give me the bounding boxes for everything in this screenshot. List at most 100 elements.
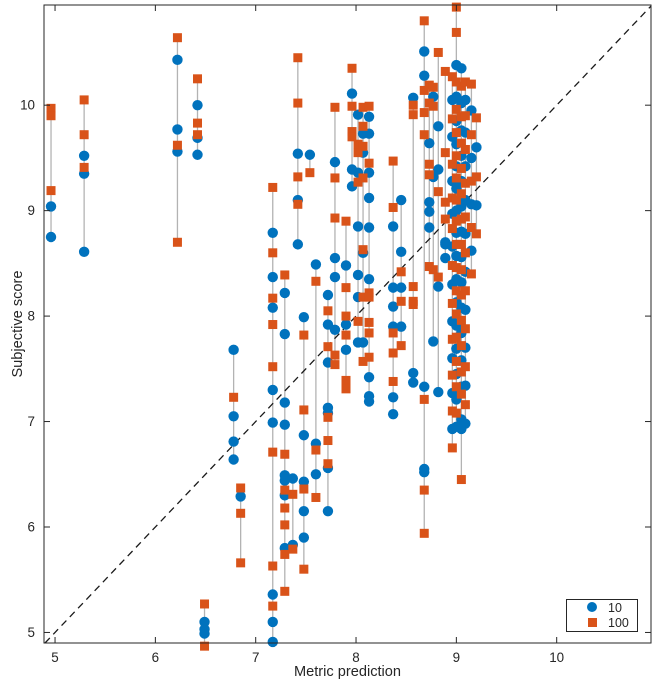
data-point-circle: [45, 231, 57, 243]
data-point-square: [433, 187, 443, 197]
data-point-square: [460, 400, 470, 410]
data-point-circle: [395, 246, 407, 257]
data-point-circle: [395, 194, 407, 206]
data-point-square: [460, 324, 470, 334]
data-point-square: [471, 229, 481, 239]
data-point-circle: [340, 319, 352, 330]
data-point-square: [358, 102, 368, 112]
x-axis-label: Metric prediction: [293, 664, 402, 680]
data-point-circle: [387, 392, 399, 403]
data-point-circle: [329, 324, 341, 335]
data-point-circle: [424, 222, 435, 233]
data-point-circle: [298, 505, 310, 517]
data-point-square: [311, 492, 321, 502]
data-point-circle: [433, 386, 444, 398]
data-point-square: [460, 362, 470, 372]
data-point-square: [299, 405, 309, 415]
data-point-circle: [267, 302, 278, 313]
data-point-square: [456, 138, 466, 148]
data-point-circle: [172, 54, 183, 66]
data-point-circle: [419, 466, 430, 478]
data-point-square: [471, 113, 481, 123]
data-point-circle: [363, 396, 375, 407]
x-tick-label: 6: [152, 650, 159, 665]
data-point-square: [79, 95, 89, 105]
data-point-circle: [460, 94, 471, 106]
data-point-circle: [235, 491, 246, 502]
data-point-square: [79, 130, 89, 140]
data-point-square: [460, 248, 470, 258]
data-point-circle: [363, 372, 375, 383]
legend-entry-10: 10: [567, 600, 637, 615]
data-point-square: [280, 270, 290, 280]
data-point-square: [236, 558, 246, 568]
data-point-circle: [346, 88, 358, 99]
data-point-square: [323, 436, 333, 446]
data-point-square: [330, 360, 340, 370]
data-point-square: [456, 315, 466, 325]
data-point-square: [172, 33, 182, 43]
data-point-square: [440, 148, 450, 158]
data-point-square: [447, 114, 457, 124]
data-point-square: [353, 316, 363, 326]
data-point-circle: [460, 380, 471, 391]
data-point-square: [341, 311, 351, 321]
data-point-circle: [298, 311, 310, 323]
data-point-circle: [419, 46, 430, 57]
data-point-square: [388, 202, 398, 212]
y-tick-label: 6: [28, 520, 35, 535]
data-point-circle: [228, 454, 239, 465]
data-point-circle: [395, 321, 407, 332]
data-point-square: [323, 412, 333, 422]
data-point-square: [330, 173, 340, 183]
data-point-square: [456, 239, 466, 249]
data-point-circle: [192, 99, 203, 111]
data-point-square: [347, 101, 357, 111]
data-point-circle: [322, 289, 334, 301]
data-point-circle: [471, 200, 482, 211]
y-tick-label: 7: [28, 414, 35, 429]
data-point-square: [311, 445, 321, 455]
data-point-square: [451, 309, 461, 319]
data-point-square: [364, 101, 374, 111]
data-point-square: [466, 223, 476, 233]
data-point-square: [280, 520, 290, 530]
data-point-circle: [228, 344, 239, 356]
data-point-square: [466, 176, 476, 186]
data-point-square: [358, 173, 368, 183]
legend-square-marker-icon: [582, 614, 602, 632]
y-axis-label: Subjective score: [10, 270, 26, 378]
data-point-square: [280, 485, 290, 495]
data-point-circle: [387, 282, 399, 293]
data-point-square: [358, 121, 368, 131]
data-point-circle: [228, 411, 239, 422]
data-point-square: [293, 53, 303, 63]
legend: 10 100: [566, 599, 638, 632]
data-point-square: [440, 197, 450, 207]
data-point-circle: [298, 476, 310, 487]
data-point-square: [172, 237, 182, 247]
data-point-square: [280, 503, 290, 513]
data-point-circle: [433, 164, 444, 175]
y-tick-label: 5: [28, 625, 35, 640]
data-point-circle: [298, 430, 310, 441]
data-point-circle: [387, 301, 399, 312]
data-point-circle: [329, 156, 341, 168]
data-point-circle: [408, 367, 419, 379]
series-100-markers: [46, 2, 481, 651]
data-point-square: [358, 292, 368, 302]
data-point-square: [419, 108, 429, 118]
data-point-square: [466, 130, 476, 140]
data-point-circle: [419, 381, 430, 392]
x-tick-label: 10: [549, 650, 564, 665]
data-point-circle: [267, 271, 278, 283]
data-point-square: [46, 111, 56, 121]
y-tick-label: 8: [28, 309, 35, 324]
data-point-square: [341, 216, 351, 226]
data-point-square: [451, 77, 461, 87]
data-point-square: [268, 293, 278, 303]
data-point-square: [419, 485, 429, 495]
data-point-square: [229, 392, 239, 402]
data-point-square: [299, 484, 309, 494]
